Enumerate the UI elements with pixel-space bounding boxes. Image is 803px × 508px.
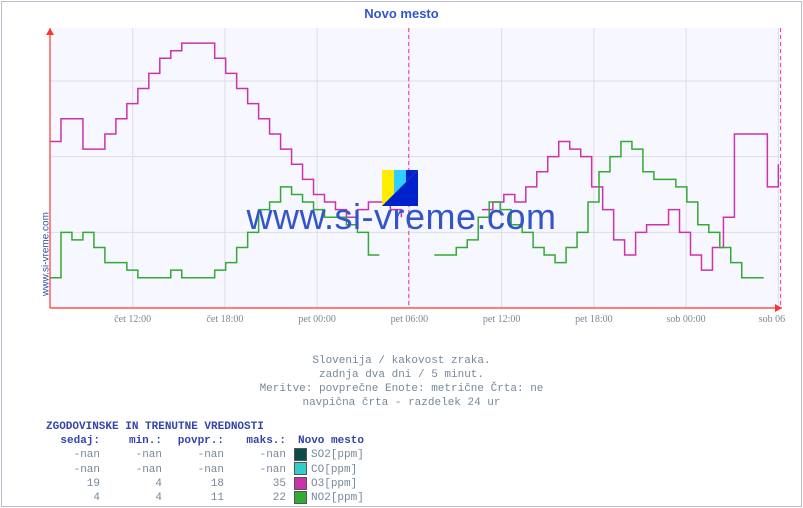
svg-text:pet 18:00: pet 18:00 (575, 314, 613, 325)
swatch-cell (294, 491, 311, 505)
series-name: NO2[ppm] (311, 491, 372, 505)
table-cell: -nan (46, 448, 108, 462)
table-cell: 4 (46, 491, 108, 505)
table-cell: 22 (232, 491, 294, 505)
table-row: 1941835 O3[ppm] (46, 477, 372, 491)
table-cell: 18 (170, 477, 232, 491)
table-cell: -nan (108, 448, 170, 462)
table-cell: -nan (232, 448, 294, 462)
subtext-line: Slovenija / kakovost zraka. (0, 354, 803, 368)
table-header-row: sedaj: min.: povpr.: maks.: Novo mesto (46, 434, 372, 448)
svg-text:pet 06:00: pet 06:00 (391, 314, 429, 325)
series-name: O3[ppm] (311, 477, 372, 491)
table-cell: 4 (108, 491, 170, 505)
svg-text:čet 12:00: čet 12:00 (114, 314, 151, 325)
th-series: Novo mesto (294, 434, 372, 448)
series-name: CO[ppm] (311, 462, 372, 476)
table-cell: 4 (108, 477, 170, 491)
svg-text:pet 12:00: pet 12:00 (483, 314, 521, 325)
table-row: -nan-nan-nan-nanSO2[ppm] (46, 448, 372, 462)
swatch-cell (294, 462, 311, 476)
th-min: min.: (108, 434, 170, 448)
watermark-logo (382, 170, 418, 206)
th-avg: povpr.: (170, 434, 232, 448)
table-row: 441122NO2[ppm] (46, 491, 372, 505)
subtext-line: zadnja dva dni / 5 minut. (0, 368, 803, 382)
values-table-title: ZGODOVINSKE IN TRENUTNE VREDNOSTI (46, 420, 372, 434)
swatch-cell (294, 477, 311, 491)
table-cell: -nan (46, 462, 108, 476)
table-row: -nan-nan-nan-nanCO[ppm] (46, 462, 372, 476)
svg-text:čet 18:00: čet 18:00 (206, 314, 243, 325)
svg-text:sob 06:00: sob 06:00 (759, 314, 786, 325)
table-cell: -nan (232, 462, 294, 476)
svg-text:pet 00:00: pet 00:00 (298, 314, 336, 325)
th-max: maks.: (232, 434, 294, 448)
swatch-cell (294, 448, 311, 462)
series-swatch (294, 462, 307, 475)
subtext-line: navpična črta - razdelek 24 ur (0, 396, 803, 410)
svg-text:sob 00:00: sob 00:00 (667, 314, 706, 325)
subtext-line: Meritve: povprečne Enote: metrične Črta:… (0, 382, 803, 396)
values-table-block: ZGODOVINSKE IN TRENUTNE VREDNOSTI sedaj:… (46, 420, 372, 506)
table-cell: 11 (170, 491, 232, 505)
table-cell: -nan (170, 462, 232, 476)
table-cell: 35 (232, 477, 294, 491)
th-now: sedaj: (46, 434, 108, 448)
series-swatch (294, 448, 307, 461)
chart-subtext: Slovenija / kakovost zraka. zadnja dva d… (0, 354, 803, 410)
series-swatch (294, 477, 307, 490)
chart-title: Novo mesto (0, 6, 803, 21)
table-cell: -nan (170, 448, 232, 462)
series-swatch (294, 491, 307, 504)
table-cell: 19 (46, 477, 108, 491)
table-cell: -nan (108, 462, 170, 476)
values-table: sedaj: min.: povpr.: maks.: Novo mesto -… (46, 434, 372, 506)
series-name: SO2[ppm] (311, 448, 372, 462)
